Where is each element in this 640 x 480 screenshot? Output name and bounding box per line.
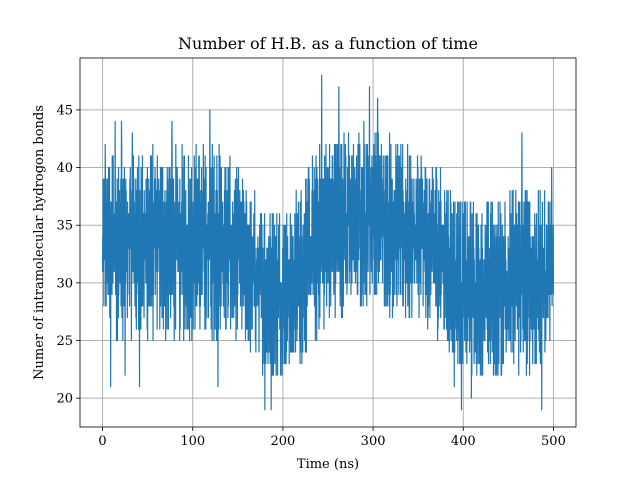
y-tick-label: 40 [56, 161, 73, 176]
series-line [101, 74, 555, 411]
x-tick-label: 300 [361, 434, 386, 449]
y-tick-label: 25 [56, 334, 73, 349]
x-tick-label: 100 [180, 434, 205, 449]
y-tick-label: 30 [56, 276, 73, 291]
series-group [101, 74, 555, 411]
plot-frame [79, 57, 577, 428]
y-tick-label: 35 [56, 219, 73, 234]
y-tick-label: 45 [56, 103, 73, 118]
chart-title: Number of H.B. as a function of time [178, 34, 478, 53]
x-tick-label: 500 [541, 434, 566, 449]
x-tick-label: 0 [98, 434, 106, 449]
y-axis-label: Numer of intramolecular hydrogon bonds [32, 105, 47, 380]
x-ticks: 0 100 200 300 400 500 [98, 427, 566, 449]
x-tick-label: 400 [451, 434, 476, 449]
x-axis-label: Time (ns) [297, 457, 359, 472]
y-ticks: 20 25 30 35 40 45 [56, 103, 80, 407]
x-tick-label: 200 [270, 434, 295, 449]
y-tick-label: 20 [56, 392, 73, 407]
